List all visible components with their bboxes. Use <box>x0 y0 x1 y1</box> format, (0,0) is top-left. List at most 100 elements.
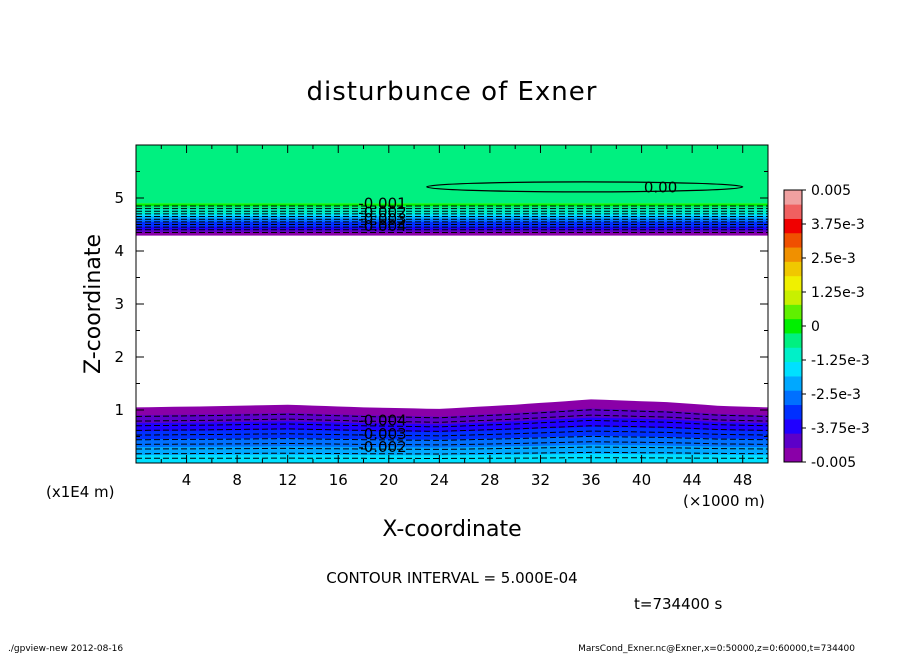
colorbar-segment <box>784 232 802 248</box>
upper-layer <box>136 205 768 210</box>
y-tick-label: 4 <box>114 242 124 260</box>
contour-label: -0.004 <box>358 217 406 235</box>
plot-area <box>136 145 768 463</box>
x-unit-label: (×1000 m) <box>683 492 765 510</box>
lower-layer <box>136 403 768 418</box>
contour-interval-text: CONTOUR INTERVAL = 5.000E-04 <box>326 569 577 587</box>
contour-label: -0.001 <box>358 194 406 212</box>
x-tick-label: 8 <box>232 471 242 489</box>
colorbar-label: 2.5e-3 <box>811 251 856 267</box>
contour-line <box>136 419 768 428</box>
colorbar-segment <box>784 333 802 348</box>
colorbar-segment <box>784 261 802 277</box>
contour-label: -0.003 <box>358 210 406 228</box>
contour-label: 0.00 <box>644 178 677 196</box>
x-tick-label: 24 <box>430 471 449 489</box>
contour-label: -0.004 <box>358 412 406 430</box>
contour-labels: 0.00-0.001-0.002-0.003-0.004-0.004-0.003… <box>358 178 677 456</box>
lower-layer <box>136 408 768 421</box>
upper-green-layer <box>136 145 768 204</box>
colorbar-segment <box>784 390 802 406</box>
colorbar-segment <box>784 347 802 363</box>
colorbar-segment <box>784 361 802 377</box>
x-tick-label: 12 <box>278 471 297 489</box>
contour-line <box>136 414 768 423</box>
contour-line <box>136 409 768 419</box>
contour-lines <box>136 181 768 459</box>
contour-line <box>136 441 768 446</box>
colorbar-label: -2.5e-3 <box>811 387 861 403</box>
contour-label: -0.003 <box>358 425 406 443</box>
y-unit-label: (x1E4 m) <box>46 483 115 501</box>
x-tick-label: 4 <box>182 471 192 489</box>
y-axis-title: Z-coordinate <box>81 234 106 374</box>
colorbar-segment <box>784 304 802 320</box>
upper-layer <box>136 232 768 236</box>
lower-layer <box>136 444 768 452</box>
footer-left: ./gpview-new 2012-08-16 <box>8 644 123 654</box>
colorbar-segment <box>784 247 802 262</box>
upper-layer <box>136 203 768 207</box>
colorbar-segment <box>784 218 802 234</box>
contour-label: -0.002 <box>358 438 406 456</box>
upper-layer <box>136 213 768 218</box>
x-tick-label: 32 <box>531 471 550 489</box>
colorbar-segment <box>784 404 802 420</box>
upper-contour-band <box>136 145 768 236</box>
y-tick-label: 1 <box>114 401 124 419</box>
contour-label: -0.002 <box>358 203 406 221</box>
lower-layer <box>136 458 768 463</box>
x-axis: 4 8 12 16 20 24 28 32 36 40 44 48 <box>135 145 769 489</box>
upper-layer <box>136 216 768 220</box>
y-tick-label: 2 <box>114 348 124 366</box>
colorbar-label: 3.75e-3 <box>811 217 865 233</box>
contour-line <box>136 451 768 455</box>
y-tick-label: 3 <box>114 295 124 313</box>
colorbar-label: -0.005 <box>811 455 856 471</box>
y-axis: 1 2 3 4 5 <box>114 144 768 464</box>
upper-layer <box>136 208 768 212</box>
colorbar-label: 0 <box>811 319 820 335</box>
colorbar-segment <box>784 318 802 334</box>
footer-right: MarsCond_Exner.nc@Exner,x=0:50000,z=0:60… <box>578 644 855 654</box>
chart-title: disturbunce of Exner <box>307 77 598 107</box>
upper-layer <box>136 227 768 231</box>
colorbar-segment <box>784 433 802 448</box>
colorbar-label: -3.75e-3 <box>811 421 870 437</box>
upper-layer <box>136 219 768 223</box>
colorbar-label: -1.25e-3 <box>811 353 870 369</box>
upper-layer <box>136 211 768 215</box>
x-tick-label: 36 <box>581 471 600 489</box>
time-text: t=734400 s <box>634 595 722 613</box>
colorbar-segment <box>784 376 802 391</box>
contour-line <box>136 457 768 459</box>
colorbar-segment <box>784 419 802 434</box>
x-tick-label: 20 <box>379 471 398 489</box>
colorbar-segment <box>784 275 802 291</box>
y-tick-label: 5 <box>114 189 124 207</box>
x-tick-label: 48 <box>733 471 752 489</box>
x-tick-label: 44 <box>683 471 702 489</box>
colorbar-label: 0.005 <box>811 183 851 199</box>
lower-layer <box>136 399 768 414</box>
colorbar <box>783 189 803 463</box>
colorbar-label: 1.25e-3 <box>811 285 865 301</box>
contour-line <box>136 425 768 432</box>
x-tick-label: 16 <box>329 471 348 489</box>
upper-layer <box>136 221 768 225</box>
upper-layer <box>136 229 768 233</box>
colorbar-segment <box>784 447 802 463</box>
x-tick-label: 28 <box>480 471 499 489</box>
upper-layer <box>136 224 768 228</box>
contour-line <box>136 430 768 437</box>
x-axis-title: X-coordinate <box>382 517 521 542</box>
contour-line <box>136 435 768 441</box>
contour-line <box>136 446 768 450</box>
colorbar-segment <box>784 204 802 219</box>
x-tick-label: 40 <box>632 471 651 489</box>
colorbar-segment <box>784 290 802 305</box>
zero-contour-line <box>426 181 744 193</box>
colorbar-labels: 0.005 3.75e-3 2.5e-3 1.25e-3 0 -1.25e-3 -2.5e-… <box>802 183 870 471</box>
colorbar-segment <box>784 190 802 205</box>
